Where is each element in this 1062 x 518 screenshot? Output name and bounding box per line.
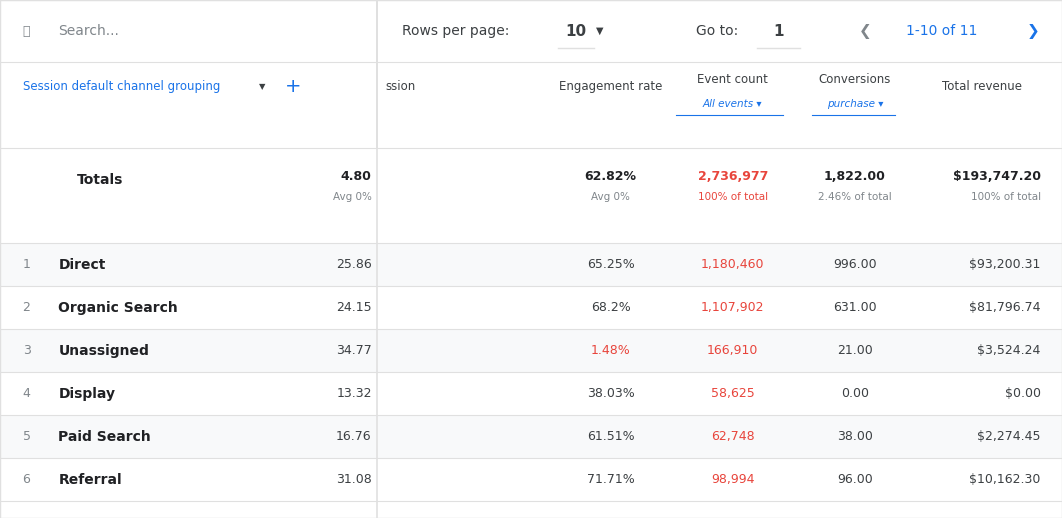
Text: 25.86: 25.86 — [336, 258, 372, 271]
Text: 2,736,977: 2,736,977 — [698, 170, 768, 183]
Text: ▼: ▼ — [259, 82, 266, 91]
Text: 65.25%: 65.25% — [587, 258, 634, 271]
Text: Avg 0%: Avg 0% — [332, 192, 372, 202]
FancyBboxPatch shape — [0, 415, 1062, 458]
Text: 1-10 of 11: 1-10 of 11 — [906, 24, 978, 38]
Text: 0.00: 0.00 — [841, 387, 869, 400]
Text: Go to:: Go to: — [696, 24, 738, 38]
FancyBboxPatch shape — [0, 329, 1062, 372]
Text: 5: 5 — [22, 430, 31, 443]
Text: 🔍: 🔍 — [22, 24, 31, 38]
Text: 4.80: 4.80 — [341, 170, 372, 183]
Text: Event count: Event count — [698, 74, 768, 87]
Text: 13.32: 13.32 — [337, 387, 372, 400]
Text: $81,796.74: $81,796.74 — [970, 301, 1041, 314]
Text: Engagement rate: Engagement rate — [559, 80, 663, 93]
Text: 34.77: 34.77 — [336, 344, 372, 357]
Text: 38.03%: 38.03% — [587, 387, 634, 400]
Text: 2: 2 — [22, 301, 31, 314]
Text: 100% of total: 100% of total — [698, 192, 768, 202]
Text: 1,107,902: 1,107,902 — [701, 301, 765, 314]
Text: Referral: Referral — [58, 473, 122, 487]
Text: 1: 1 — [773, 24, 784, 38]
Text: 31.08: 31.08 — [336, 473, 372, 486]
Text: $10,162.30: $10,162.30 — [970, 473, 1041, 486]
FancyBboxPatch shape — [0, 243, 1062, 286]
Text: 996.00: 996.00 — [833, 258, 877, 271]
Text: All events ▾: All events ▾ — [703, 99, 763, 109]
Text: 16.76: 16.76 — [336, 430, 372, 443]
Text: $0.00: $0.00 — [1005, 387, 1041, 400]
Text: 631.00: 631.00 — [833, 301, 877, 314]
Text: 3: 3 — [22, 344, 31, 357]
Text: purchase ▾: purchase ▾ — [826, 99, 884, 109]
Text: Rows per page:: Rows per page: — [402, 24, 510, 38]
Text: 21.00: 21.00 — [837, 344, 873, 357]
Text: 6: 6 — [22, 473, 31, 486]
Text: 61.51%: 61.51% — [587, 430, 634, 443]
Text: $3,524.24: $3,524.24 — [977, 344, 1041, 357]
Text: 1.48%: 1.48% — [590, 344, 631, 357]
Text: Avg 0%: Avg 0% — [592, 192, 630, 202]
Text: Display: Display — [58, 387, 116, 401]
Text: 166,910: 166,910 — [707, 344, 758, 357]
Text: +: + — [285, 77, 302, 96]
Text: ❯: ❯ — [1027, 24, 1040, 38]
Text: Totals: Totals — [76, 173, 123, 187]
Text: 1,822.00: 1,822.00 — [824, 170, 886, 183]
Text: $93,200.31: $93,200.31 — [970, 258, 1041, 271]
Text: 62,748: 62,748 — [710, 430, 755, 443]
Text: 2.46% of total: 2.46% of total — [818, 192, 892, 202]
Text: 62.82%: 62.82% — [585, 170, 636, 183]
Text: 24.15: 24.15 — [336, 301, 372, 314]
Text: $193,747.20: $193,747.20 — [953, 170, 1041, 183]
Text: 98,994: 98,994 — [712, 473, 754, 486]
Text: 4: 4 — [22, 387, 31, 400]
Text: Organic Search: Organic Search — [58, 301, 178, 315]
Text: Direct: Direct — [58, 258, 106, 272]
Text: 38.00: 38.00 — [837, 430, 873, 443]
Text: 68.2%: 68.2% — [590, 301, 631, 314]
Text: Conversions: Conversions — [819, 74, 891, 87]
Text: 10: 10 — [565, 24, 586, 38]
Text: Total revenue: Total revenue — [942, 80, 1023, 93]
Text: Search...: Search... — [58, 24, 119, 38]
Text: 1,180,460: 1,180,460 — [701, 258, 765, 271]
Text: 1: 1 — [22, 258, 31, 271]
Text: 58,625: 58,625 — [710, 387, 755, 400]
Text: $2,274.45: $2,274.45 — [977, 430, 1041, 443]
Text: ❮: ❮ — [859, 24, 872, 38]
Text: 96.00: 96.00 — [837, 473, 873, 486]
Text: Paid Search: Paid Search — [58, 430, 151, 444]
Text: Unassigned: Unassigned — [58, 344, 150, 358]
Text: ssion: ssion — [386, 80, 415, 93]
Text: Session default channel grouping: Session default channel grouping — [23, 80, 221, 93]
Text: 71.71%: 71.71% — [587, 473, 634, 486]
Text: ▼: ▼ — [596, 26, 604, 36]
Text: 100% of total: 100% of total — [971, 192, 1041, 202]
